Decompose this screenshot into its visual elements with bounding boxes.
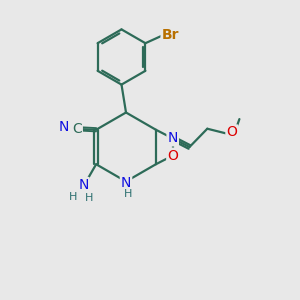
Text: N: N — [78, 178, 88, 192]
Text: H: H — [124, 189, 133, 199]
Text: O: O — [226, 125, 237, 140]
Text: Br: Br — [162, 28, 179, 42]
Text: H: H — [69, 192, 77, 202]
Text: O: O — [167, 148, 178, 163]
Text: N: N — [121, 176, 131, 190]
Text: N: N — [167, 131, 178, 146]
Text: C: C — [72, 122, 82, 136]
Text: N: N — [59, 120, 69, 134]
Text: H: H — [85, 194, 94, 203]
